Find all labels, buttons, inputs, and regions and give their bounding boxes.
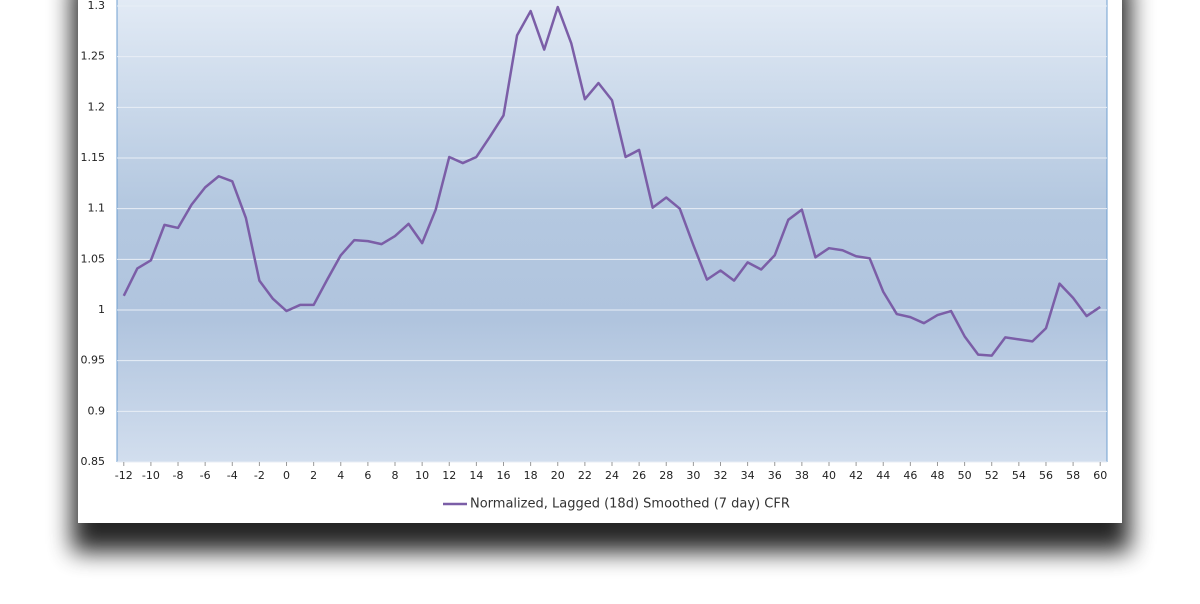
y-tick-label: 0.9: [88, 404, 106, 417]
x-tick-label: 26: [632, 469, 646, 482]
y-tick-label: 1.05: [81, 252, 106, 265]
x-tick-label: 44: [876, 469, 890, 482]
x-tick-label: 50: [958, 469, 972, 482]
x-tick-label: -12: [115, 469, 133, 482]
x-tick-label: 18: [524, 469, 538, 482]
x-tick-label: 14: [469, 469, 483, 482]
y-tick-label: 1.1: [88, 202, 106, 215]
x-tick-label: 24: [605, 469, 619, 482]
x-tick-label: 34: [741, 469, 755, 482]
x-tick-label: 2: [310, 469, 317, 482]
data-line: [122, 5, 1101, 357]
x-tick-label: 30: [686, 469, 700, 482]
plot-area: [117, 0, 1107, 462]
x-tick-label: -2: [254, 469, 265, 482]
y-tick-label: 0.85: [81, 455, 106, 468]
x-tick-label: 38: [795, 469, 809, 482]
x-tick-label: 52: [985, 469, 999, 482]
x-tick-label: 32: [713, 469, 727, 482]
x-tick-label: 6: [364, 469, 371, 482]
x-tick-label: 36: [768, 469, 782, 482]
x-tick-label: 12: [442, 469, 456, 482]
x-tick-label: 48: [930, 469, 944, 482]
x-tick-label: 42: [849, 469, 863, 482]
x-tick-label: 58: [1066, 469, 1080, 482]
x-tick-label: 60: [1093, 469, 1107, 482]
x-tick-label: -6: [200, 469, 211, 482]
x-tick-label: 54: [1012, 469, 1026, 482]
x-tick-label: 46: [903, 469, 917, 482]
x-tick-label: 16: [497, 469, 511, 482]
y-tick-label: 1.25: [81, 50, 106, 63]
y-tick-label: 1.3: [88, 0, 106, 12]
y-tick-label: 1.15: [81, 151, 106, 164]
x-tick-label: -10: [142, 469, 160, 482]
legend-label: Normalized, Lagged (18d) Smoothed (7 day…: [470, 497, 790, 512]
x-tick-label: 8: [392, 469, 399, 482]
x-tick-label: 56: [1039, 469, 1053, 482]
y-tick-label: 0.95: [81, 354, 106, 367]
x-tick-label: -4: [227, 469, 238, 482]
x-tick-label: 4: [337, 469, 344, 482]
y-tick-label: 1.2: [88, 100, 106, 113]
x-tick-label: -8: [173, 469, 184, 482]
x-tick-label: 22: [578, 469, 592, 482]
x-tick-label: 40: [822, 469, 836, 482]
x-tick-label: 20: [551, 469, 565, 482]
x-tick-label: 10: [415, 469, 429, 482]
x-tick-label: 28: [659, 469, 673, 482]
x-tick-label: 0: [283, 469, 290, 482]
y-tick-label: 1: [98, 303, 105, 316]
